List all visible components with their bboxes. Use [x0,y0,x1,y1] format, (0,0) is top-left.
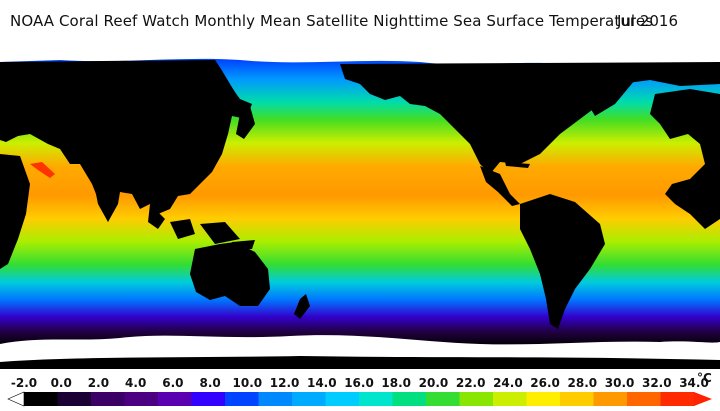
landmass-japan [236,106,255,139]
legend-color-swatch [91,392,125,406]
landmass-asia [0,60,252,222]
landmass-north-america [340,62,720,174]
legend-tick-label: 28.0 [568,376,598,390]
legend-tick-label: 12.0 [270,376,300,390]
landmass-se-asia-islands [148,204,255,249]
legend-tick-label: 32.0 [642,376,672,390]
legend-color-swatch [660,392,695,406]
landmass-central-america [480,166,520,206]
legend-color-bar [7,391,712,407]
legend-color-swatch [426,392,460,406]
legend-color-swatch [258,392,293,406]
legend-color-swatch [325,392,360,406]
legend-tick-label: 16.0 [344,376,374,390]
legend-unit: °C [697,371,712,385]
legend-tick-label: -2.0 [11,376,37,390]
antarctic-landmass [0,356,720,369]
legend-tick-label: 26.0 [530,376,560,390]
legend-color-swatch [158,392,192,406]
landmass-australia [190,242,270,306]
legend-tick-label: 18.0 [381,376,411,390]
legend-tick-label: 34.0 [679,376,709,390]
legend-tick-label: 14.0 [307,376,337,390]
legend-color-swatch [459,392,494,406]
legend-color-swatch [560,392,594,406]
legend-color-swatch [627,392,661,406]
legend-color-swatch [225,392,259,406]
arctic-ice [0,44,720,67]
legend-color-swatch [292,392,326,406]
legend-color-swatch [124,392,159,406]
legend-color-swatch [493,392,527,406]
landmass-new-zealand [294,294,310,319]
legend-tick-label: 6.0 [162,376,183,390]
map-title: NOAA Coral Reef Watch Monthly Mean Satel… [10,12,654,30]
landmass-south-america [520,194,605,329]
legend-color-swatch [526,392,561,406]
legend-tick-label: 24.0 [493,376,523,390]
legend-color-swatch [57,392,92,406]
legend-tick-label: 2.0 [88,376,109,390]
legend-color-swatch [359,392,393,406]
landmass-greenland [560,64,640,116]
sst-map [0,44,720,369]
legend-color-swatch [191,392,226,406]
legend-tick-label: 22.0 [456,376,486,390]
color-legend: -2.0 0.0 2.0 4.0 6.0 8.0 10.0 12.0 14.0 16.0 18.0 2… [7,371,712,407]
legend-color-swatch [392,392,427,406]
legend-tick-label: 8.0 [199,376,220,390]
legend-color-swatch [24,392,58,406]
legend-low-arrow [7,391,25,407]
legend-color-swatch [593,392,628,406]
red-sea-hotspot [30,162,55,178]
map-date: Jul 2016 [616,12,678,30]
legend-tick-label: 10.0 [233,376,263,390]
landmass-caribbean [505,162,530,168]
legend-tick-label: 0.0 [51,376,72,390]
landmass-europe-africa [650,89,720,229]
legend-tick-label: 30.0 [605,376,635,390]
legend-high-arrow [694,392,712,406]
title-bar: NOAA Coral Reef Watch Monthly Mean Satel… [0,0,720,44]
legend-tick-labels: -2.0 0.0 2.0 4.0 6.0 8.0 10.0 12.0 14.0 16.0 18.0 2… [11,376,709,390]
legend-tick-label: 20.0 [419,376,449,390]
landmass-india [92,172,118,222]
legend-tick-label: 4.0 [125,376,146,390]
landmass-africa [0,154,30,269]
